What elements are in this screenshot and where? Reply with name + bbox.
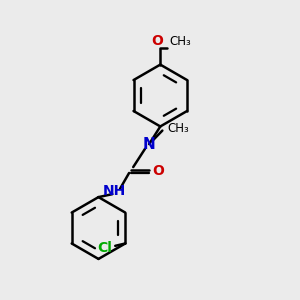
- Text: O: O: [152, 164, 164, 178]
- Text: O: O: [151, 34, 163, 48]
- Text: CH₃: CH₃: [168, 122, 189, 135]
- Text: NH: NH: [103, 184, 126, 198]
- Text: N: N: [143, 136, 155, 152]
- Text: Cl: Cl: [97, 241, 112, 255]
- Text: CH₃: CH₃: [170, 35, 191, 48]
